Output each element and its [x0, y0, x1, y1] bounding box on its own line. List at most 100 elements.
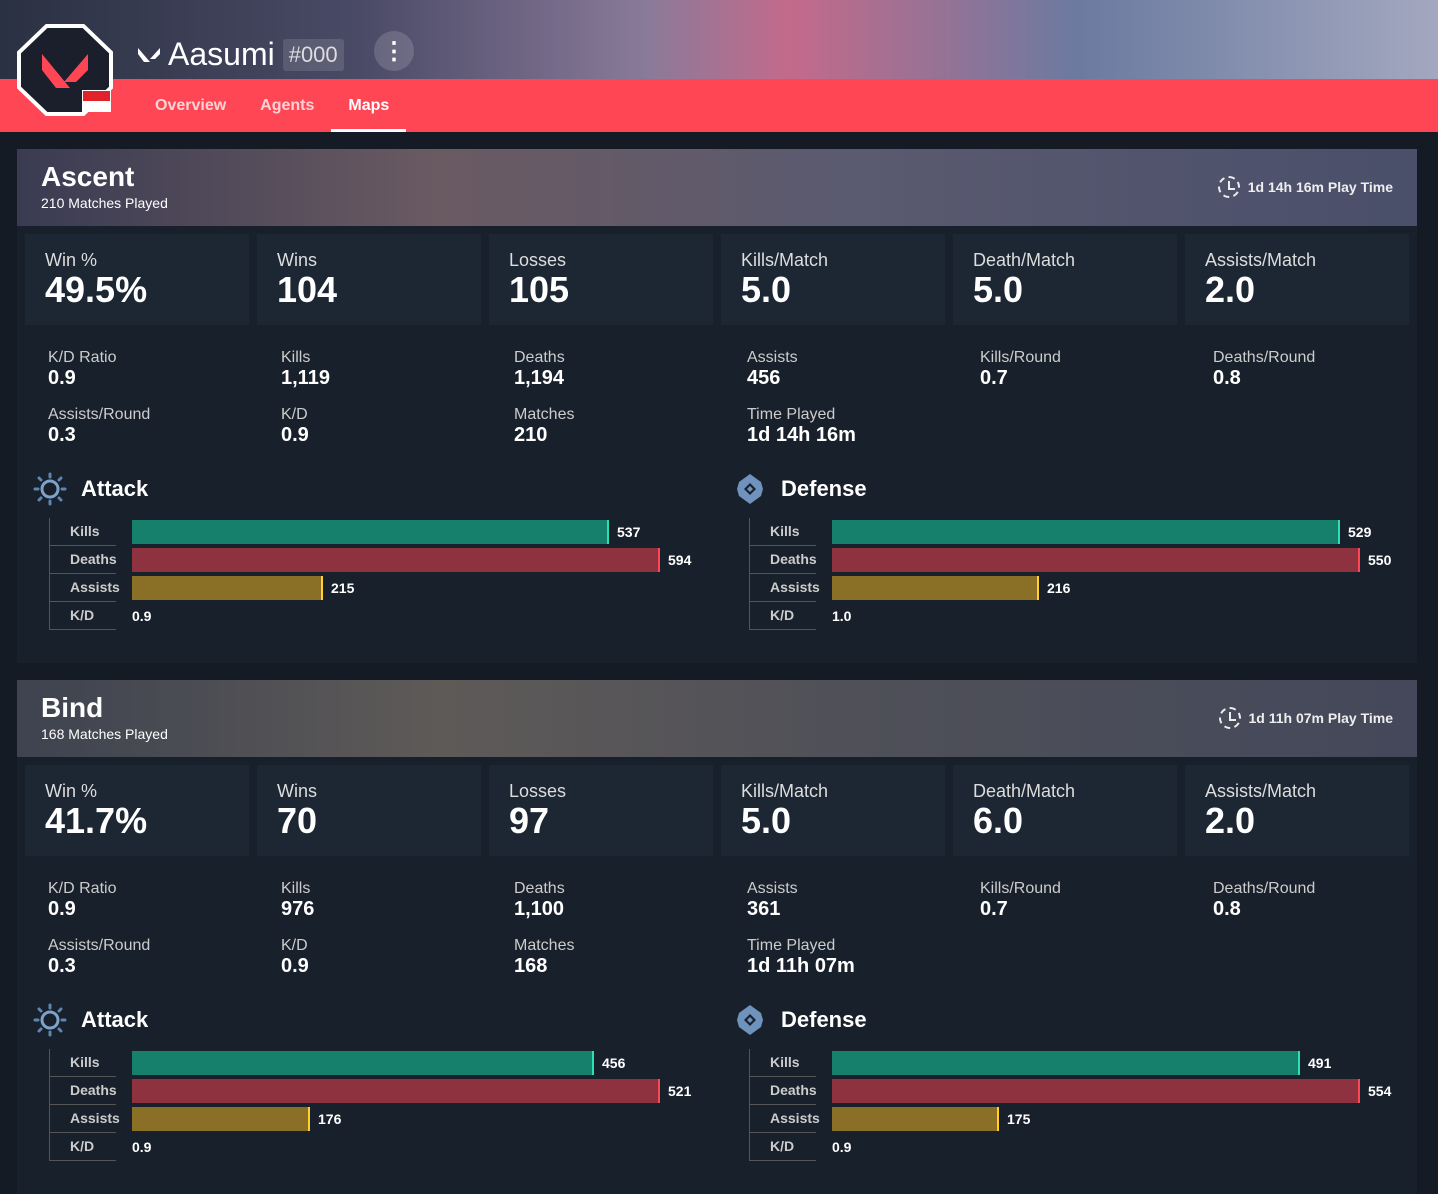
- tabs: Overview Agents Maps: [138, 79, 407, 132]
- defense-panel: Defense Kills 491 Deaths 554 Assists 175 K/D 0.9: [733, 1003, 1413, 1161]
- stat-card: Assists/Match 2.0: [1185, 234, 1409, 325]
- stat-value: 1,119: [281, 367, 330, 389]
- stat-label: Assists: [747, 880, 798, 897]
- vertical-ellipsis-icon[interactable]: ⋮: [374, 31, 414, 71]
- defense-icon: [737, 1005, 763, 1035]
- play-time: 1d 14h 16m Play Time: [1217, 176, 1393, 198]
- attack-deaths-row: Deaths 594: [50, 546, 713, 574]
- stat-card-label: Kills/Match: [741, 250, 829, 270]
- stat-label: K/D: [281, 406, 308, 423]
- deaths-value: 554: [1368, 1083, 1392, 1099]
- stat-card-value: 105: [509, 269, 570, 310]
- stat-value: 0.7: [980, 367, 1008, 389]
- stat-card-value: 70: [277, 800, 318, 841]
- stat-label: Matches: [514, 937, 575, 954]
- stat-value: 1,194: [514, 367, 565, 389]
- stat-item: Matches 168: [514, 937, 747, 978]
- stat-label: K/D Ratio: [48, 880, 117, 897]
- kills-bar: [832, 520, 1340, 544]
- deaths-bar: [832, 1079, 1360, 1103]
- row-label: Assists: [50, 574, 120, 602]
- stat-label: Deaths/Round: [1213, 349, 1316, 366]
- stat-item: Time Played 1d 14h 16m: [747, 406, 980, 447]
- stat-card: Wins 104: [257, 234, 481, 325]
- deaths-value: 521: [668, 1083, 692, 1099]
- singapore-flag-icon: [82, 90, 111, 112]
- stat-card-value: 5.0: [741, 800, 792, 841]
- stat-label: Deaths: [514, 349, 565, 366]
- kills-bar: [132, 1051, 594, 1075]
- defense-title: Defense: [781, 1007, 867, 1032]
- stat-card: Kills/Match 5.0: [721, 234, 945, 325]
- map-name: Ascent: [41, 161, 135, 192]
- row-label: K/D: [750, 602, 816, 630]
- stat-card-value: 6.0: [973, 800, 1024, 841]
- stat-value: 0.9: [48, 367, 76, 389]
- row-label: Deaths: [50, 1077, 117, 1105]
- stat-label: K/D Ratio: [48, 349, 117, 366]
- kd-value: 0.9: [132, 1139, 152, 1155]
- kills-bar: [132, 520, 609, 544]
- clock-icon: [1217, 176, 1240, 198]
- stat-card: Win % 49.5%: [25, 234, 249, 325]
- tab-maps[interactable]: Maps: [331, 79, 407, 132]
- stat-card-value: 97: [509, 800, 550, 841]
- stat-label: Matches: [514, 406, 575, 423]
- stat-card-label: Win %: [45, 781, 98, 801]
- stat-value: 168: [514, 955, 548, 977]
- kills-value: 456: [602, 1055, 626, 1071]
- kills-bar: [832, 1051, 1300, 1075]
- assists-bar: [832, 1107, 999, 1131]
- defense-assists-row: Assists 216: [750, 574, 1413, 602]
- stat-item: K/D 0.9: [281, 406, 514, 447]
- stat-card: Losses 97: [489, 765, 713, 856]
- stat-card-label: Win %: [45, 250, 98, 270]
- stat-label: Kills/Round: [980, 880, 1061, 897]
- tab-agents[interactable]: Agents: [260, 97, 315, 114]
- deaths-value: 550: [1368, 552, 1392, 568]
- stat-card-value: 5.0: [741, 269, 792, 310]
- stat-item: Kills 976: [281, 880, 514, 921]
- stat-card-value: 5.0: [973, 269, 1024, 310]
- kills-value: 491: [1308, 1055, 1332, 1071]
- row-label: Kills: [750, 518, 816, 546]
- profile-banner: [0, 0, 1438, 79]
- attack-title: Attack: [81, 1007, 149, 1032]
- stat-card-value: 49.5%: [45, 269, 148, 310]
- stat-card-label: Wins: [277, 250, 317, 270]
- stat-item: Assists/Round 0.3: [48, 937, 281, 978]
- stat-card: Win % 41.7%: [25, 765, 249, 856]
- assists-bar: [132, 576, 323, 600]
- stat-value: 0.8: [1213, 898, 1241, 920]
- row-label: Assists: [750, 1105, 820, 1133]
- stat-value: 976: [281, 898, 315, 920]
- stat-item: K/D Ratio 0.9: [48, 880, 281, 921]
- kd-value: 0.9: [132, 608, 152, 624]
- kills-value: 537: [617, 524, 641, 540]
- row-label: Kills: [50, 518, 116, 546]
- stat-card: Death/Match 5.0: [953, 234, 1177, 325]
- stat-value: 1d 11h 07m: [747, 955, 855, 977]
- stat-card-label: Losses: [509, 250, 567, 270]
- defense-kills-row: Kills 491: [750, 1049, 1413, 1077]
- stat-value: 0.9: [281, 955, 309, 977]
- map-name: Bind: [41, 692, 104, 723]
- tab-overview[interactable]: Overview: [155, 97, 227, 114]
- stat-card: Kills/Match 5.0: [721, 765, 945, 856]
- stat-label: Assists/Round: [48, 406, 151, 423]
- deaths-bar: [132, 548, 660, 572]
- stat-label: Assists: [747, 349, 798, 366]
- stat-label: Assists/Round: [48, 937, 151, 954]
- attack-panel: Attack Kills 537 Deaths 594 Assists 215 K/D 0.9: [33, 472, 713, 630]
- player-name: Aasumi #000: [138, 36, 344, 73]
- stat-item: Time Played 1d 11h 07m: [747, 937, 980, 978]
- stat-card-label: Kills/Match: [741, 781, 829, 801]
- stat-value: 0.9: [48, 898, 76, 920]
- stat-card: Wins 70: [257, 765, 481, 856]
- stat-label: Deaths/Round: [1213, 880, 1316, 897]
- attack-assists-row: Assists 176: [50, 1105, 713, 1133]
- stat-item: K/D Ratio 0.9: [48, 349, 281, 390]
- stat-item: K/D 0.9: [281, 937, 514, 978]
- stat-label: Kills: [281, 880, 311, 897]
- stat-card-label: Death/Match: [973, 250, 1076, 270]
